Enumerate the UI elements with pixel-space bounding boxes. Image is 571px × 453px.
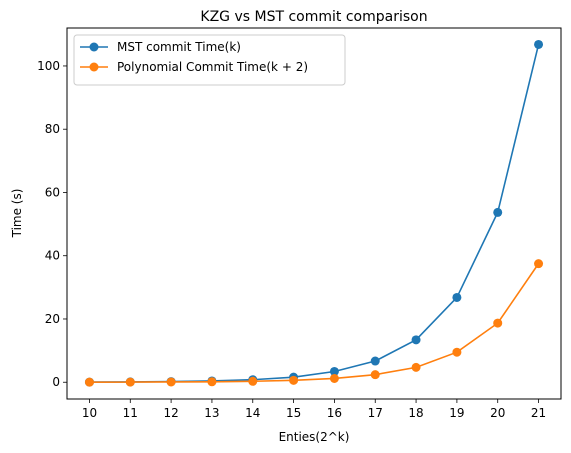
- series-2-point: [452, 347, 462, 357]
- x-tick-label: 12: [163, 406, 178, 420]
- series-2-point: [289, 375, 299, 385]
- x-tick-label: 15: [286, 406, 301, 420]
- axes-frame: [66, 27, 562, 400]
- series-1-point: [534, 39, 544, 49]
- series-2-point: [84, 377, 94, 387]
- legend-swatch-marker: [89, 42, 99, 52]
- series-1-point: [493, 207, 503, 217]
- series-2-point: [207, 377, 217, 387]
- legend-entry-label: MST commit Time(k): [117, 40, 241, 54]
- y-tick-label: 80: [45, 122, 60, 136]
- x-tick-label: 16: [327, 406, 342, 420]
- series-2-point: [534, 259, 544, 269]
- y-tick-label: 0: [52, 375, 60, 389]
- y-tick-label: 40: [45, 249, 60, 263]
- series-1-point: [329, 366, 339, 376]
- y-tick-label: 20: [45, 312, 60, 326]
- x-axis: 10 11 12 13 14 15 16 17 18 19 20 21: [82, 399, 546, 420]
- x-tick-label: 10: [82, 406, 97, 420]
- x-tick-label: 11: [123, 406, 138, 420]
- x-tick-label: 21: [531, 406, 546, 420]
- series-2-point: [411, 362, 421, 372]
- legend-box: [73, 34, 346, 86]
- x-tick-label: 18: [408, 406, 423, 420]
- y-axis-label: Time (s): [10, 189, 24, 239]
- x-tick-label: 19: [449, 406, 464, 420]
- chart-title: KZG vs MST commit comparison: [200, 9, 427, 25]
- series-2-point: [329, 373, 339, 383]
- series-line-2: [89, 263, 540, 383]
- series-1-point: [370, 356, 380, 366]
- x-tick-label: 13: [204, 406, 219, 420]
- series-2-point: [166, 377, 176, 387]
- legend: MST commit Time(k) Polynomial Commit Time…: [73, 34, 346, 86]
- series-2-point: [125, 377, 135, 387]
- series-2-point: [493, 318, 503, 328]
- series-1-point: [452, 292, 462, 302]
- x-axis-label: Enties(2^k): [279, 430, 350, 444]
- series-1-point: [411, 335, 421, 345]
- x-tick-label: 20: [490, 406, 505, 420]
- x-tick-label: 14: [245, 406, 260, 420]
- y-tick-label: 60: [45, 185, 60, 199]
- plot-area: [84, 39, 544, 387]
- y-axis: 0 20 40 60 80 100: [37, 59, 67, 389]
- legend-entry-label: Polynomial Commit Time(k + 2): [117, 60, 308, 74]
- legend-swatch-marker: [89, 62, 99, 72]
- series-2-point: [370, 370, 380, 380]
- y-tick-label: 100: [37, 59, 60, 73]
- x-tick-label: 17: [368, 406, 383, 420]
- series-2-point: [248, 376, 258, 386]
- series-line-1: [89, 44, 540, 383]
